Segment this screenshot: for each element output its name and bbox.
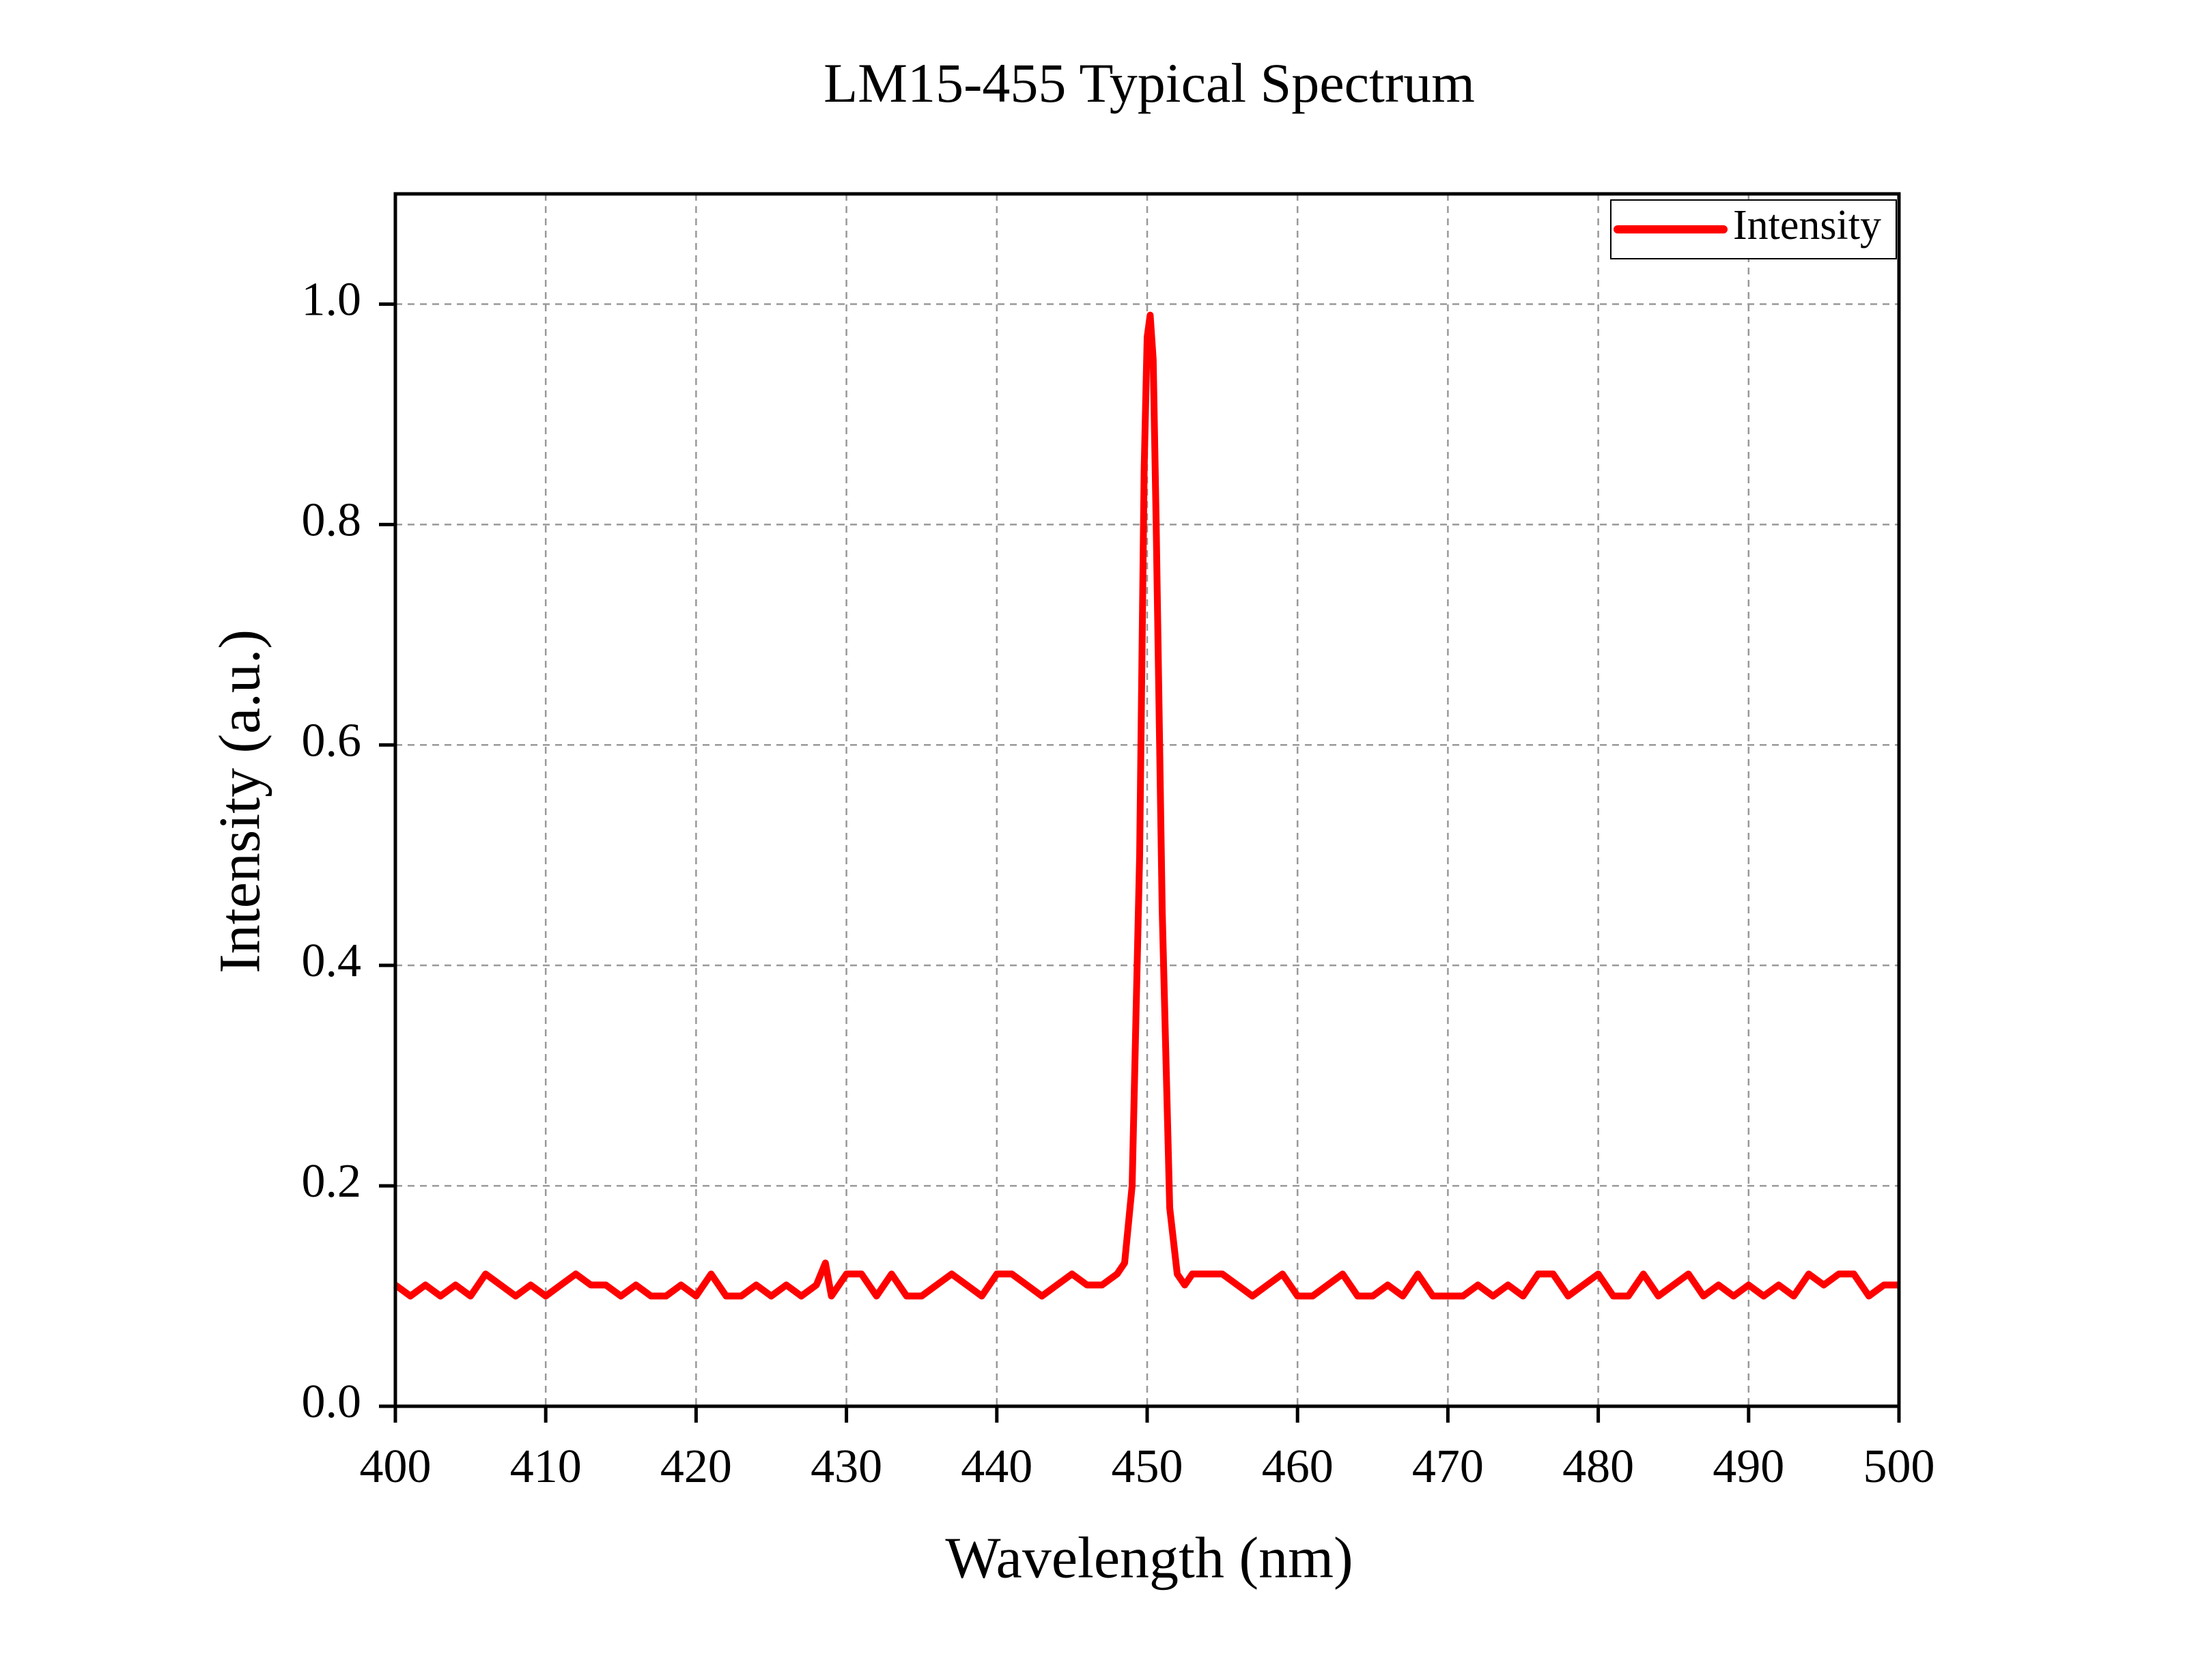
legend-label: Intensity (1733, 202, 1881, 248)
y-tick-label: 0.0 (302, 1376, 362, 1428)
plot-frame (393, 192, 1901, 1408)
chart-title: LM15-455 Typical Spectrum (824, 52, 1475, 114)
y-axis-label: Intensity (a.u.) (207, 629, 272, 973)
x-tick-label: 460 (1262, 1440, 1334, 1493)
x-tick-label: 400 (360, 1440, 432, 1493)
x-tick-label: 450 (1112, 1440, 1183, 1493)
y-tick-label: 0.2 (302, 1155, 362, 1208)
x-tick-label: 500 (1863, 1440, 1935, 1493)
x-tick-label: 410 (510, 1440, 582, 1493)
x-tick-label: 440 (961, 1440, 1032, 1493)
x-tick-label: 470 (1412, 1440, 1484, 1493)
y-tick-label: 0.8 (302, 494, 362, 546)
x-axis-label: Wavelength (nm) (945, 1525, 1353, 1591)
x-tick-label: 480 (1562, 1440, 1634, 1493)
x-tick-label: 490 (1713, 1440, 1784, 1493)
data-line (393, 311, 1899, 1300)
y-tick-label: 0.4 (302, 935, 362, 987)
y-tick-label: 1.0 (302, 274, 362, 326)
y-tick-label: 0.6 (302, 714, 362, 767)
x-tick-label: 430 (811, 1440, 882, 1493)
x-tick-label: 420 (660, 1440, 732, 1493)
